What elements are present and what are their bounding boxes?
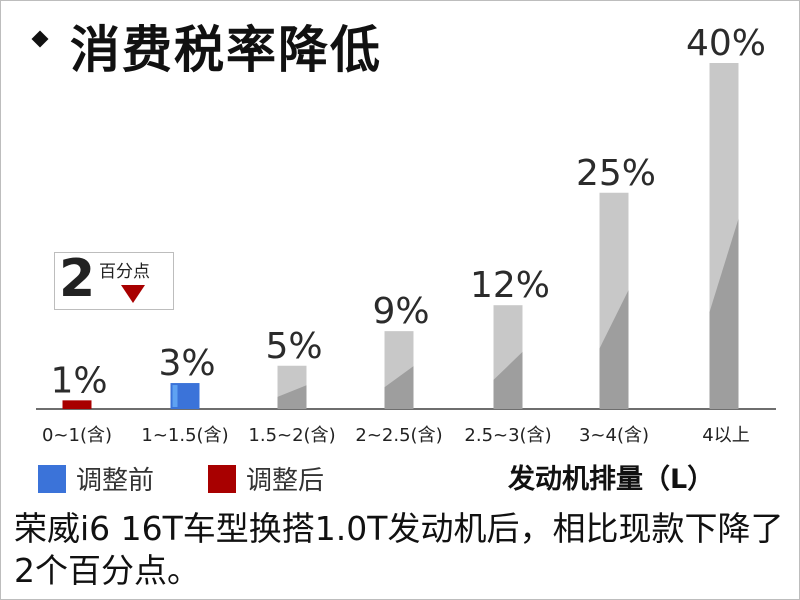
bar-shade — [599, 290, 629, 409]
data-label: 25% — [576, 153, 656, 194]
x-tick-label: 1~1.5(含) — [141, 425, 228, 446]
x-tick-label: 1.5~2(含) — [248, 425, 335, 446]
reduction-badge: 2 百分点 — [54, 249, 174, 310]
data-label: 40% — [686, 23, 766, 64]
legend-label-before: 调整前 — [76, 466, 155, 496]
caption-text: 荣威i6 16T车型换搭1.0T发动机后，相比现款下降了2个百分点。 — [14, 509, 784, 590]
badge-number: 2 — [59, 249, 96, 309]
data-label: 9% — [372, 291, 429, 332]
x-tick-label: 2~2.5(含) — [355, 425, 442, 446]
bar-highlight — [172, 385, 178, 407]
chart-title: 消费税率降低 — [70, 21, 382, 79]
badge-unit: 百分点 — [99, 262, 150, 282]
legend-swatch-before — [38, 465, 66, 493]
x-tick-label: 3~4(含) — [579, 425, 649, 446]
down-arrow-icon — [121, 285, 145, 303]
data-label: 5% — [265, 326, 322, 367]
data-label: 12% — [470, 265, 550, 306]
bar-shade — [493, 351, 523, 409]
x-tick-label: 2.5~3(含) — [464, 425, 551, 446]
data-label: 3% — [158, 343, 215, 384]
legend-swatch-after — [208, 465, 236, 493]
legend-label-after: 调整后 — [246, 466, 325, 496]
bar-shade — [277, 385, 307, 409]
bar-shade — [384, 366, 414, 409]
bar-shade — [709, 218, 739, 409]
x-tick-label: 0~1(含) — [42, 425, 112, 446]
x-tick-label: 4以上 — [702, 425, 749, 446]
x-axis-label: 发动机排量（L） — [508, 464, 715, 495]
bar — [62, 400, 92, 409]
data-label: 1% — [50, 360, 107, 401]
